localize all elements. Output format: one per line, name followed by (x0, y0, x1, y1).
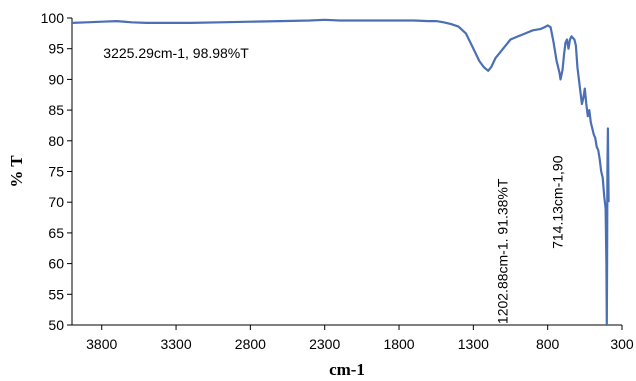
peak-annotation: 714.13cm-1,90 (550, 155, 566, 249)
x-tick-label: 1300 (458, 336, 489, 352)
x-axis-label: cm-1 (329, 360, 365, 379)
spectrum-line (71, 18, 610, 327)
y-tick-label: 55 (48, 286, 64, 302)
axes (71, 18, 622, 326)
x-tick-label: 2300 (309, 336, 340, 352)
y-tick-label: 95 (48, 41, 64, 57)
y-axis-label: % T (7, 155, 26, 188)
y-tick-label: 85 (48, 102, 64, 118)
x-tick-label: 3800 (86, 336, 117, 352)
y-tick-label: 70 (48, 194, 64, 210)
x-tick-label: 800 (536, 336, 560, 352)
annotations: 3225.29cm-1, 98.98%T 1202.88cm-1. 91.38%T… (103, 45, 565, 324)
y-tick-label: 65 (48, 225, 64, 241)
y-tick-label: 60 (48, 256, 64, 272)
x-tick-label: 1800 (383, 336, 414, 352)
x-tick-label: 300 (610, 336, 634, 352)
peak-annotation: 3225.29cm-1, 98.98%T (103, 45, 249, 61)
y-tick-label: 100 (41, 10, 65, 26)
y-tick-labels: 50 55 60 65 70 75 80 85 90 95 100 (41, 10, 72, 333)
y-tick-label: 50 (48, 317, 64, 333)
x-tick-labels: 3800 3300 2800 2300 1800 1300 800 300 (86, 325, 634, 352)
y-tick-label: 90 (48, 71, 64, 87)
y-tick-label: 75 (48, 164, 64, 180)
y-tick-label: 80 (48, 133, 64, 149)
x-tick-label: 2800 (235, 336, 266, 352)
x-tick-label: 3300 (160, 336, 191, 352)
peak-annotation: 1202.88cm-1. 91.38%T (495, 178, 511, 324)
